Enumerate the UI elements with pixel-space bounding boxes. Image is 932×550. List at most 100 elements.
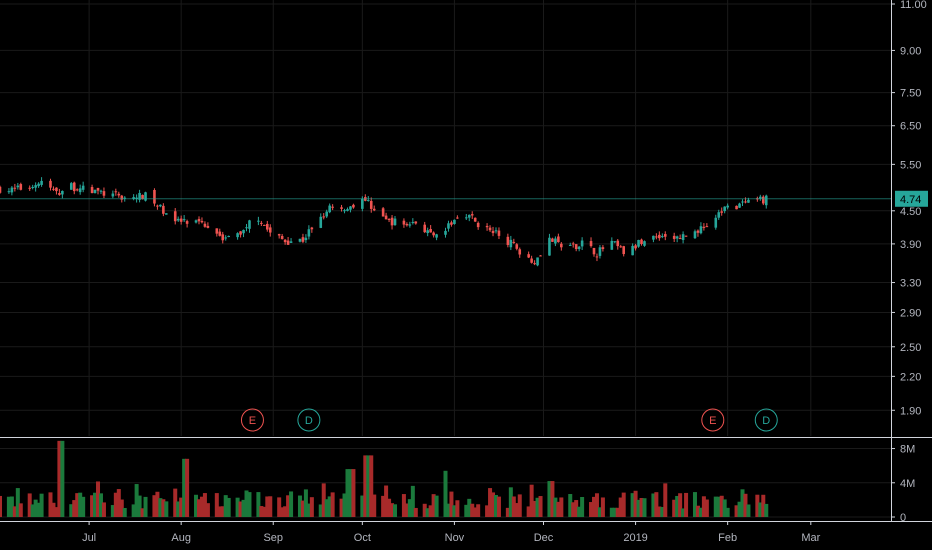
- volume-bar: [173, 488, 178, 517]
- candle-body: [444, 230, 447, 235]
- candle-body: [634, 245, 637, 249]
- volume-bar: [280, 507, 285, 517]
- candle: [352, 203, 355, 209]
- volume-bar: [642, 498, 647, 517]
- volume-bar: [428, 505, 433, 517]
- candle-body: [120, 195, 124, 200]
- volume-bar: [342, 493, 347, 517]
- candle: [577, 245, 581, 252]
- volume-bar: [407, 499, 412, 517]
- candle: [197, 216, 201, 225]
- candle-body: [72, 182, 76, 192]
- candle: [179, 215, 183, 225]
- volume-bar: [538, 496, 543, 517]
- candle-body: [693, 231, 697, 239]
- candle-body: [675, 236, 679, 239]
- candle: [138, 189, 141, 203]
- volume-bar: [446, 503, 451, 517]
- candle-body: [268, 227, 272, 233]
- volume-bar: [449, 491, 454, 517]
- candle-body: [613, 241, 617, 243]
- candle-body: [289, 241, 293, 243]
- candle: [473, 217, 477, 222]
- volume-bar: [185, 458, 190, 517]
- volume-bar: [9, 496, 14, 517]
- candle: [426, 227, 429, 237]
- candle-body: [571, 243, 575, 245]
- candle: [75, 188, 79, 192]
- volume-bar: [660, 507, 665, 517]
- candle-body: [111, 193, 115, 197]
- volume-bar: [48, 492, 53, 517]
- candle: [203, 221, 207, 228]
- candle: [81, 181, 85, 193]
- volume-bar: [485, 505, 490, 517]
- volume-series: [0, 440, 769, 517]
- volume-bar: [618, 497, 623, 517]
- volume-bar: [262, 506, 267, 517]
- candle: [144, 191, 147, 202]
- candle: [464, 213, 468, 220]
- time-tick-label-oct: Oct: [354, 532, 371, 544]
- volume-axis[interactable]: 8M 4M 0: [891, 444, 915, 524]
- candle-body: [307, 229, 311, 237]
- candle: [488, 225, 492, 232]
- candle-body: [643, 241, 646, 246]
- volume-bar: [113, 492, 118, 517]
- candle-body: [7, 191, 11, 193]
- time-axis[interactable]: Jul Aug Sep Oct Nov Dec 2019 Feb Mar: [82, 521, 821, 544]
- candle: [661, 233, 664, 239]
- dividend-marker-label: D: [305, 415, 313, 427]
- candle-body: [384, 215, 388, 220]
- dividend-event-marker[interactable]: D: [754, 408, 778, 432]
- volume-bar: [698, 507, 703, 517]
- candle: [31, 184, 34, 190]
- candle-body: [761, 196, 765, 204]
- volume-bar: [303, 489, 308, 517]
- candle-body: [473, 217, 477, 222]
- candle-body: [577, 246, 581, 250]
- dividend-event-marker[interactable]: D: [297, 408, 321, 432]
- price-axis[interactable]: 11.00 9.00 7.50 6.50 5.50 4.50 3.90 3.30 2.90 2.5…: [891, 0, 927, 417]
- candle: [699, 222, 703, 235]
- candle: [530, 255, 533, 264]
- candle-body: [81, 185, 85, 190]
- candle: [610, 237, 614, 250]
- volume-bar: [241, 499, 246, 517]
- candle-body: [40, 180, 43, 185]
- candle: [37, 182, 40, 188]
- candle-body: [138, 192, 141, 200]
- candle-body: [408, 224, 412, 226]
- volume-bar: [297, 495, 302, 517]
- candle: [720, 207, 724, 216]
- candle: [364, 194, 367, 202]
- volume-bar: [387, 498, 392, 517]
- volume-bar: [324, 499, 329, 517]
- candle-body: [298, 238, 302, 242]
- candle: [702, 223, 706, 231]
- candle: [322, 213, 326, 220]
- candle-body: [411, 222, 415, 224]
- candle-body: [414, 221, 418, 224]
- price-grid: [0, 0, 891, 436]
- candle: [616, 238, 620, 250]
- earnings-event-marker[interactable]: E: [240, 408, 264, 432]
- candle-body: [735, 205, 738, 210]
- volume-bar: [81, 496, 86, 517]
- candle: [215, 228, 219, 237]
- candle: [165, 213, 168, 215]
- candle-body: [322, 216, 326, 218]
- volume-bar: [630, 493, 635, 517]
- candle-body: [702, 226, 706, 228]
- candle: [227, 235, 230, 238]
- price-tick-label-6-50: 6.50: [900, 121, 921, 133]
- volume-bar: [116, 489, 121, 517]
- candle-body: [286, 240, 290, 245]
- earnings-event-marker[interactable]: E: [701, 408, 725, 432]
- price-tick-label-2-90: 2.90: [900, 307, 921, 319]
- candle: [717, 209, 721, 220]
- candle: [435, 233, 438, 241]
- volume-bar: [143, 496, 148, 517]
- candle-body: [266, 223, 269, 230]
- volume-bar: [277, 497, 282, 517]
